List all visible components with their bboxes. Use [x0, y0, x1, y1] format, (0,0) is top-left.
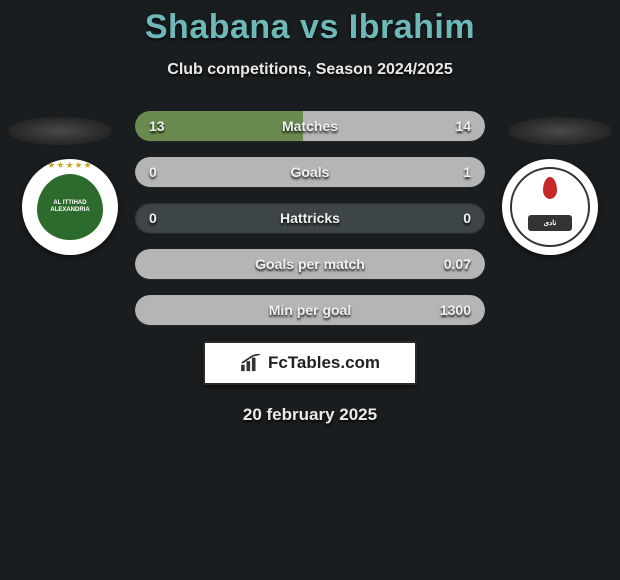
stat-rows: 13 Matches 14 0 Goals 1 0 Hattricks 0 Goals per m… [135, 111, 485, 325]
flame-icon [543, 177, 557, 199]
stats-area: AL ITTIHADALEXANDRIA نادى 13 Matches 14 0 Go… [0, 111, 620, 425]
stat-label: Min per goal [269, 302, 351, 318]
club-emblem-left-icon: AL ITTIHADALEXANDRIA [37, 174, 103, 240]
stat-label: Goals per match [255, 256, 365, 272]
club-emblem-left-text: AL ITTIHADALEXANDRIA [50, 200, 89, 213]
stat-value-left: 0 [149, 210, 157, 226]
club-emblem-right-icon: نادى [510, 167, 590, 247]
brand-chart-icon [240, 354, 262, 372]
page-title: Shabana vs Ibrahim [0, 8, 620, 47]
brand-badge: FcTables.com [203, 341, 417, 385]
stat-row: Goals per match 0.07 [135, 249, 485, 279]
subtitle: Club competitions, Season 2024/2025 [0, 61, 620, 79]
stat-value-right: 0.07 [444, 256, 471, 272]
stat-value-right: 1 [463, 164, 471, 180]
date-text: 20 february 2025 [0, 405, 620, 425]
stat-value-right: 14 [455, 118, 471, 134]
stat-row: Min per goal 1300 [135, 295, 485, 325]
stat-row: 0 Hattricks 0 [135, 203, 485, 233]
stat-label: Goals [291, 164, 330, 180]
stat-row: 13 Matches 14 [135, 111, 485, 141]
brand-text: FcTables.com [268, 353, 380, 373]
stat-row: 0 Goals 1 [135, 157, 485, 187]
stat-label: Hattricks [280, 210, 340, 226]
stat-row-content: Min per goal 1300 [135, 295, 485, 325]
stat-row-content: 0 Hattricks 0 [135, 203, 485, 233]
stat-row-content: Goals per match 0.07 [135, 249, 485, 279]
flag-ellipse-left [8, 117, 112, 145]
flag-ellipse-right [508, 117, 612, 145]
stat-row-content: 0 Goals 1 [135, 157, 485, 187]
stat-value-left: 13 [149, 118, 165, 134]
club-badge-right: نادى [502, 159, 598, 255]
infographic-container: Shabana vs Ibrahim Club competitions, Se… [0, 0, 620, 425]
club-badge-left: AL ITTIHADALEXANDRIA [22, 159, 118, 255]
stat-row-content: 13 Matches 14 [135, 111, 485, 141]
stat-value-right: 0 [463, 210, 471, 226]
emblem-right-base: نادى [528, 215, 572, 231]
stat-value-left: 0 [149, 164, 157, 180]
stat-value-right: 1300 [440, 302, 471, 318]
stat-label: Matches [282, 118, 338, 134]
